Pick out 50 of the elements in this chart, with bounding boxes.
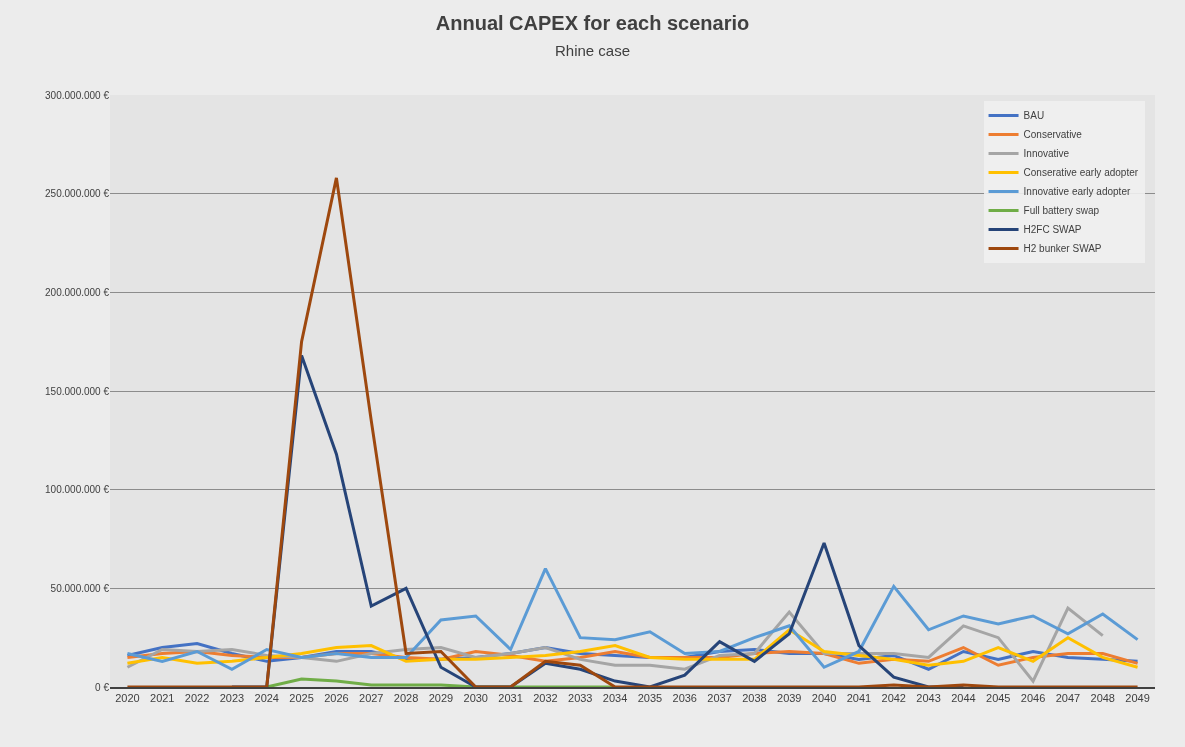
x-tick-label: 2040 — [811, 692, 837, 705]
legend-label: Innovative — [1023, 148, 1070, 160]
x-tick-label: 2039 — [777, 692, 802, 705]
x-tick-label: 2045 — [986, 692, 1011, 705]
chart-subtitle: Rhine case — [554, 41, 631, 59]
x-tick-label: 2049 — [1125, 692, 1150, 705]
x-tick-label: 2031 — [498, 692, 523, 705]
y-tick-label: 300.000.000 € — [45, 89, 110, 101]
x-tick-label: 2029 — [428, 692, 454, 705]
x-tick-label: 2027 — [359, 692, 384, 705]
x-tick-label: 2021 — [150, 692, 175, 705]
line-series — [125, 628, 1140, 669]
legend-label: Full battery swap — [1023, 205, 1100, 217]
x-tick-label: 2043 — [916, 692, 941, 705]
legend-label: Conservative — [1023, 129, 1083, 141]
x-tick-label: 2038 — [742, 692, 767, 705]
x-tick-label: 2020 — [115, 692, 140, 705]
x-tick-label: 2047 — [1055, 692, 1081, 705]
line-series — [125, 567, 1140, 671]
legend-label: Conserative early adopter — [1023, 167, 1139, 179]
legend-label: H2 bunker SWAP — [1023, 243, 1102, 255]
x-tick-label: 2041 — [846, 692, 872, 705]
x-tick-label: 2044 — [951, 692, 976, 705]
y-tick-label: 0 € — [95, 681, 110, 693]
x-tick-label: 2048 — [1090, 692, 1115, 705]
x-tick-label: 2036 — [672, 692, 697, 705]
x-tick-label: 2026 — [324, 692, 349, 705]
x-tick-label: 2035 — [637, 692, 663, 705]
x-tick-label: 2025 — [289, 692, 314, 705]
x-tick-label: 2023 — [219, 692, 245, 705]
x-tick-label: 2030 — [463, 692, 488, 705]
x-tick-label: 2022 — [184, 692, 210, 705]
y-tick-label: 200.000.000 € — [45, 286, 110, 298]
legend-label: BAU — [1023, 110, 1045, 122]
x-tick-label: 2037 — [707, 692, 732, 705]
x-tick-label: 2024 — [254, 692, 279, 705]
x-tick-label: 2033 — [568, 692, 593, 705]
legend-label: Innovative early adopter — [1023, 186, 1131, 198]
x-tick-label: 2032 — [533, 692, 558, 705]
x-tick-label: 2028 — [393, 692, 419, 705]
x-tick-label: 2034 — [602, 692, 628, 705]
x-tick-label: 2046 — [1020, 692, 1046, 705]
y-tick-label: 50.000.000 € — [50, 582, 110, 594]
legend-label: H2FC SWAP — [1023, 224, 1082, 236]
line-series — [125, 176, 1140, 687]
y-tick-label: 150.000.000 € — [45, 385, 110, 397]
y-tick-label: 100.000.000 € — [45, 484, 110, 496]
x-tick-label: 2042 — [881, 692, 906, 705]
y-tick-label: 250.000.000 € — [45, 188, 110, 200]
chart-title: Annual CAPEX for each scenario — [435, 11, 750, 34]
